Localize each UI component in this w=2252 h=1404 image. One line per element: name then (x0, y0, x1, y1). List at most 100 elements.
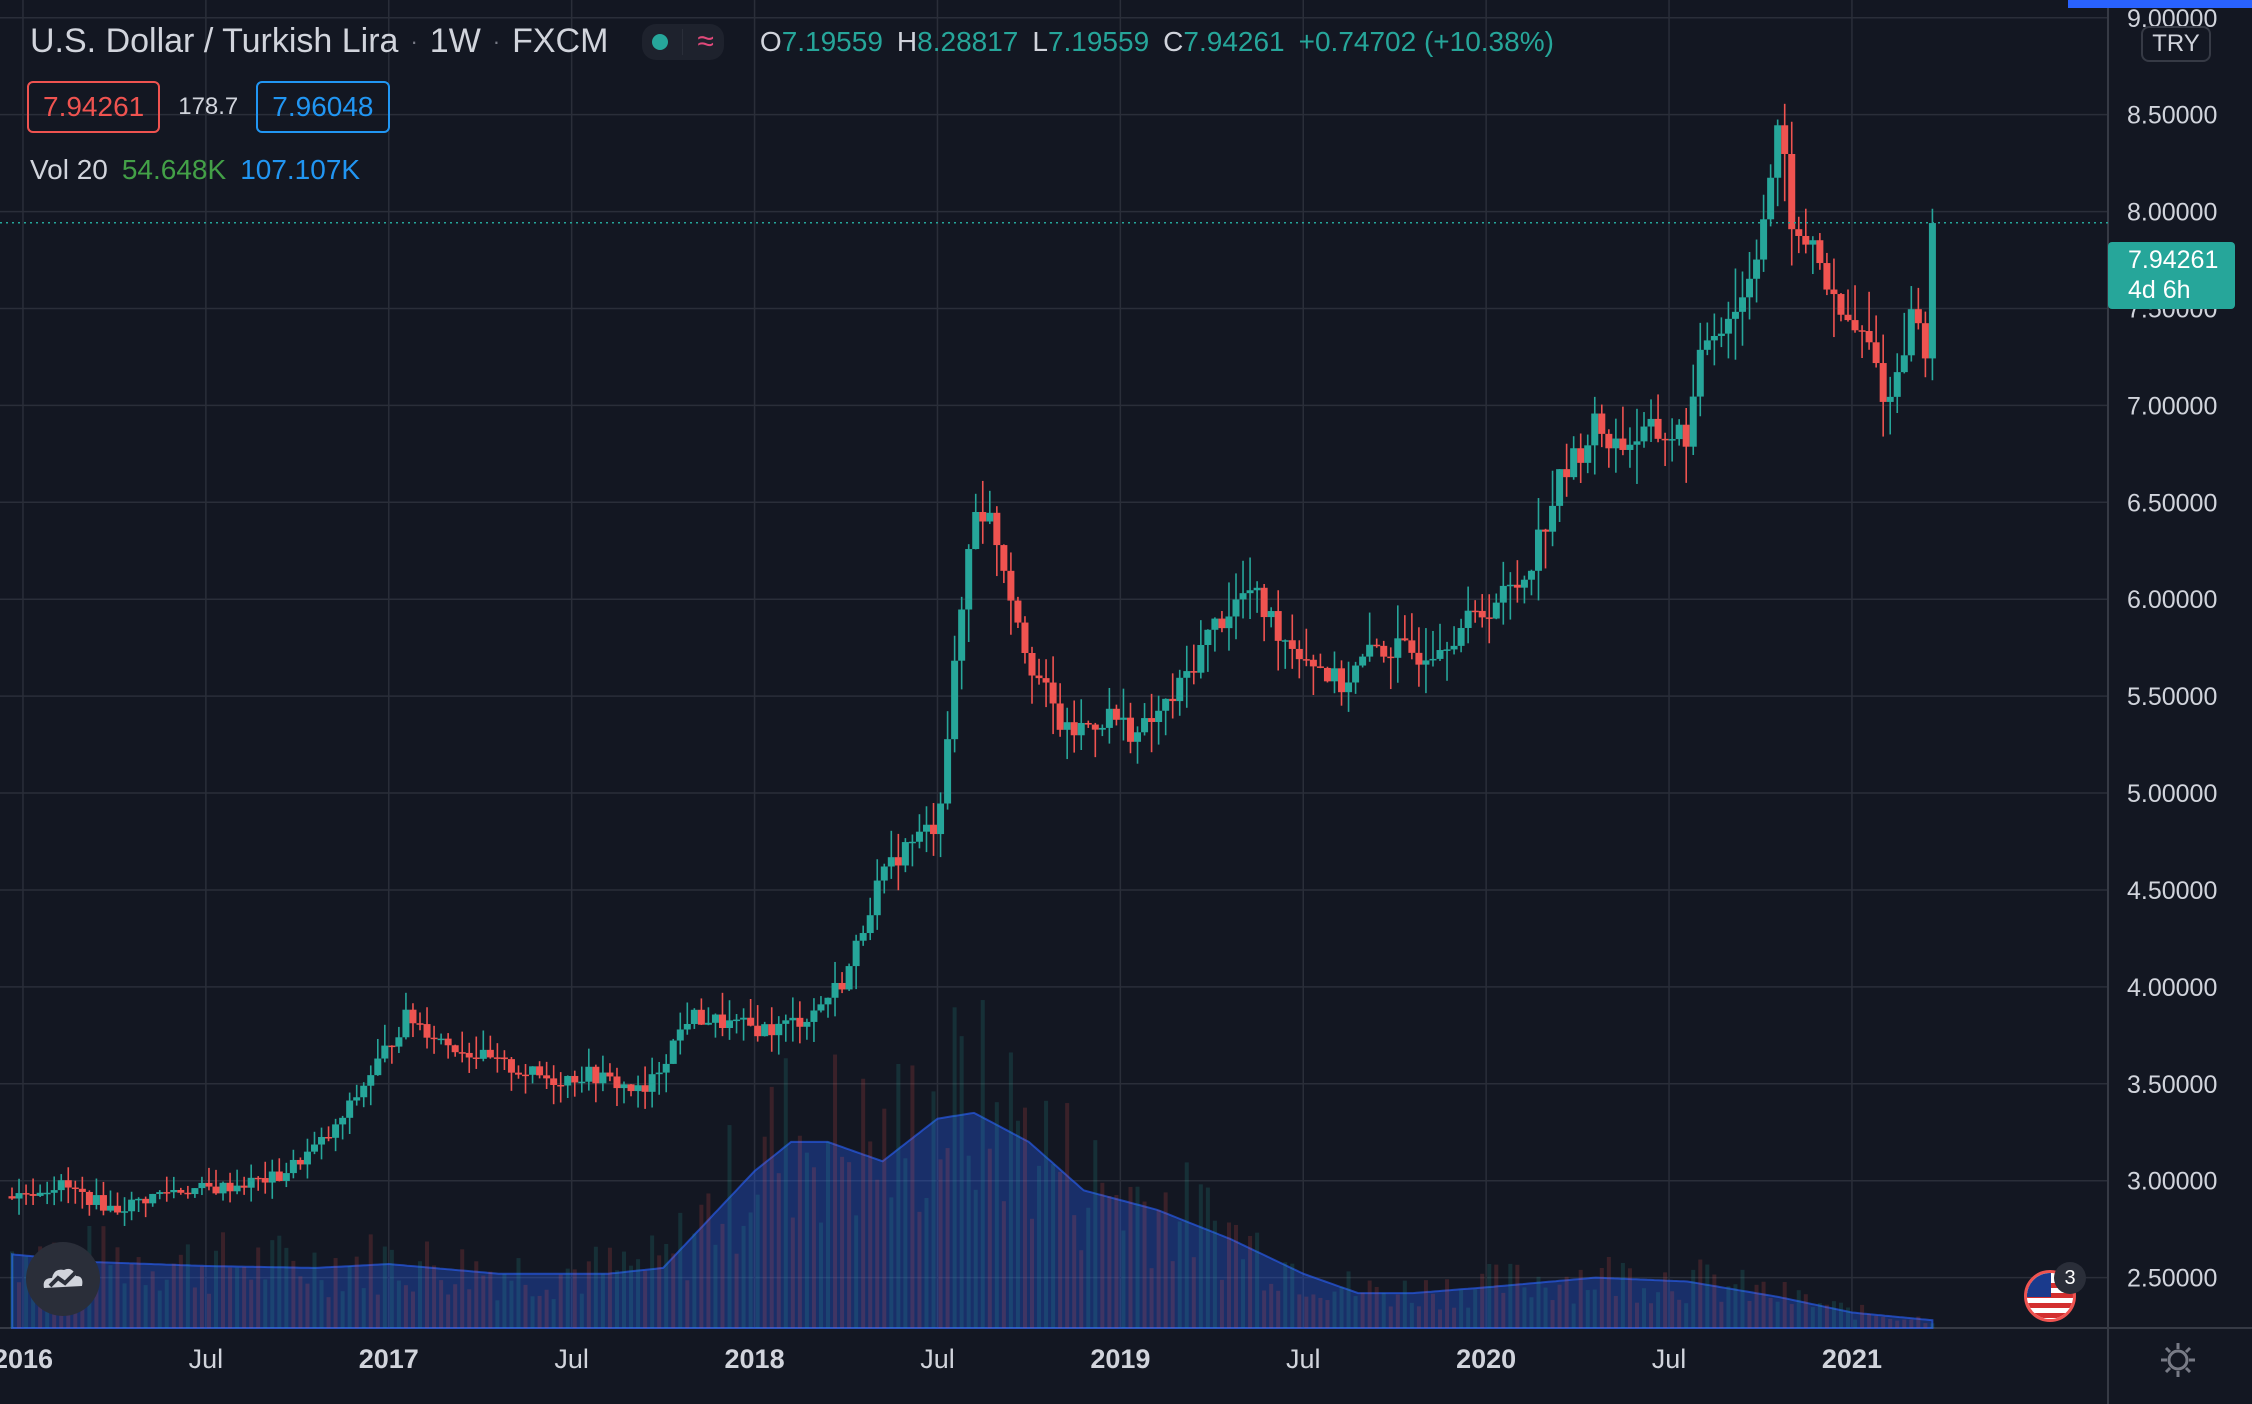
volume-bar (1564, 1276, 1569, 1328)
candle-body (268, 1171, 276, 1183)
volume-bar (1121, 1230, 1126, 1328)
symbol-title[interactable]: U.S. Dollar / Turkish Lira (30, 22, 399, 60)
market-open-dot-icon (652, 33, 669, 50)
candle-body (50, 1190, 58, 1193)
candle-body (15, 1193, 23, 1199)
candle-body (1042, 678, 1050, 683)
volume-bar (1754, 1284, 1759, 1328)
volume-bar (1184, 1162, 1189, 1328)
volume-bar (1262, 1290, 1267, 1328)
volume-bar (600, 1273, 605, 1328)
volume-legend[interactable]: Vol 20 54.648K 107.107K (30, 154, 360, 186)
candle-body (1197, 644, 1205, 673)
candle-body (1056, 703, 1064, 730)
candle-body (1534, 529, 1542, 571)
volume-bar (741, 1225, 746, 1328)
candle-body (507, 1059, 515, 1073)
candle-body (29, 1194, 37, 1196)
volume-bar (861, 1078, 866, 1328)
volume-bar (382, 1246, 387, 1328)
low-value: 7.19559 (1047, 25, 1150, 57)
settings-gear-icon[interactable] (2158, 1340, 2198, 1380)
candle-body (493, 1057, 501, 1059)
candle-body (1309, 659, 1317, 667)
interval-label[interactable]: 1W (429, 22, 481, 60)
volume-bar (1529, 1297, 1534, 1328)
volume-bar (108, 1265, 113, 1328)
candle-body (1591, 413, 1599, 446)
candle-body (416, 1023, 424, 1025)
x-tick-label: 2021 (1822, 1344, 1882, 1374)
candle-body (1746, 278, 1754, 298)
candle-body (395, 1037, 403, 1047)
volume-bar (966, 1155, 971, 1328)
candle-body (845, 966, 853, 990)
market-status[interactable]: ≈ (642, 23, 724, 60)
volume-bar (1367, 1280, 1372, 1328)
volume-bar (1276, 1290, 1281, 1328)
candle-body (1443, 649, 1451, 651)
volume-bar (1536, 1276, 1541, 1328)
volume-bar (1219, 1279, 1224, 1328)
candle-body (1753, 259, 1761, 279)
volume-bar (818, 1222, 823, 1328)
candle-body (318, 1136, 326, 1145)
candle-body (1260, 587, 1268, 618)
candle-body (718, 1014, 726, 1029)
candle-body (951, 660, 959, 740)
candle-body (1767, 177, 1775, 220)
candle-body (1844, 314, 1852, 321)
tradingview-logo-icon[interactable] (26, 1242, 100, 1316)
volume-bar (460, 1249, 465, 1328)
candle-body (1323, 667, 1331, 682)
volume-bar (446, 1294, 451, 1328)
candle-body (381, 1045, 389, 1059)
volume-bar (1557, 1284, 1562, 1328)
volume-bar (1916, 1316, 1921, 1328)
candle-body (564, 1075, 572, 1086)
volume-bar (1086, 1207, 1091, 1328)
candle-body (1513, 584, 1521, 588)
volume-bar (523, 1284, 528, 1328)
y-tick-label: 4.50000 (2127, 877, 2217, 905)
volume-bar (1691, 1269, 1696, 1328)
volume-bar (1093, 1140, 1098, 1328)
candle-body (620, 1084, 628, 1089)
x-tick-label: 2018 (725, 1344, 785, 1374)
volume-bar (256, 1247, 261, 1328)
volume-bar (375, 1294, 380, 1328)
volume-bar (579, 1293, 584, 1328)
volume-bar (403, 1285, 408, 1328)
candle-body (1119, 717, 1127, 720)
volume-bar (959, 1036, 964, 1328)
volume-bar (1480, 1273, 1485, 1328)
volume-bar (1824, 1304, 1829, 1328)
volume-bar (1079, 1250, 1084, 1328)
volume-bar (1543, 1287, 1548, 1328)
candle-body (1028, 653, 1036, 676)
volume-bar (101, 1226, 106, 1328)
volume-bar (1501, 1292, 1506, 1328)
candle-body (184, 1192, 192, 1195)
volume-bar (678, 1212, 683, 1328)
candle-body (817, 1004, 825, 1011)
candle-body (944, 739, 952, 804)
volume-bar (1473, 1289, 1478, 1328)
candle-body (114, 1205, 122, 1213)
volume-bar (544, 1289, 549, 1328)
candle-body (1556, 469, 1564, 506)
candle-body (106, 1205, 114, 1211)
candle-body (135, 1198, 143, 1201)
open-value: 7.19559 (781, 25, 883, 57)
candle-body (261, 1178, 269, 1183)
candle-body (8, 1196, 16, 1199)
sell-price-button[interactable]: 7.94261 (27, 81, 161, 133)
volume-bar (938, 1159, 943, 1328)
buy-price-button[interactable]: 7.96048 (256, 81, 390, 133)
volume-bar (1726, 1286, 1731, 1328)
volume-bar (607, 1247, 612, 1328)
volume-bar (298, 1276, 303, 1328)
candle-body (1070, 722, 1078, 736)
currency-button[interactable]: TRY (2141, 26, 2211, 62)
